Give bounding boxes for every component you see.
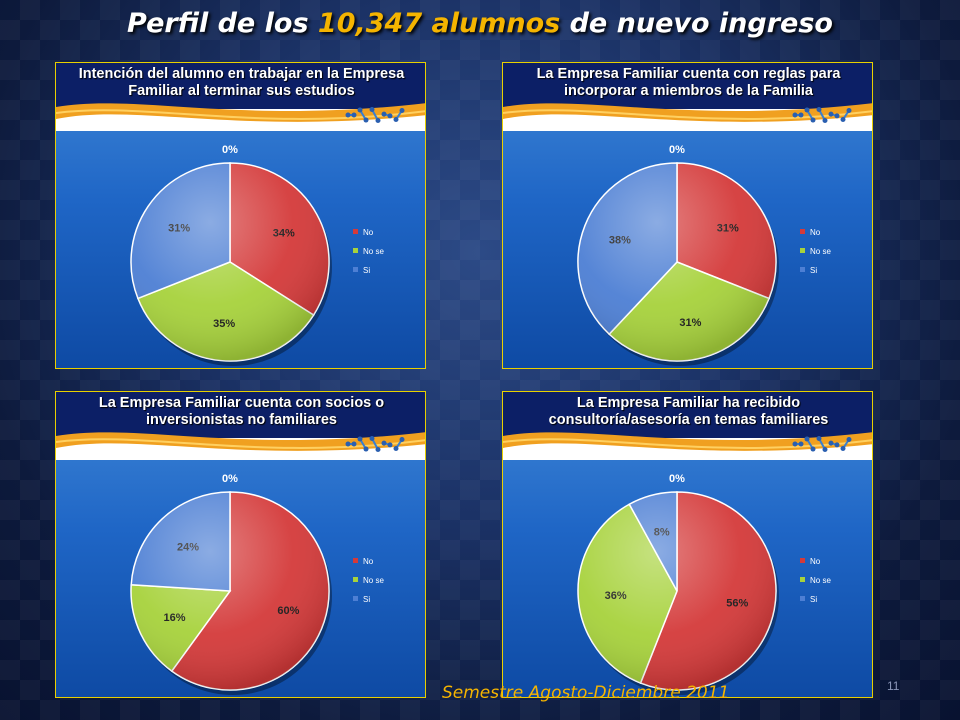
panel-header-band [56, 392, 425, 438]
footer-semester: Semestre Agosto-Diciembre 2011 [442, 683, 730, 703]
legend-swatch-no-se [800, 248, 805, 253]
legend-label-no-se: No se [363, 576, 384, 585]
pie-gloss [578, 492, 776, 690]
header-swoosh [56, 432, 425, 452]
header-swoosh [503, 432, 872, 452]
legend-label-no: No [810, 228, 821, 237]
pie-label-zero: 0% [669, 144, 685, 156]
legend-label-no-se: No se [363, 247, 384, 256]
page-title: Perfil de los 10,347 alumnos de nuevo in… [0, 8, 960, 39]
legend-swatch-no [353, 229, 358, 234]
chart-title: La Empresa Familiar ha recibido consulto… [548, 395, 829, 428]
header-swoosh [503, 103, 872, 123]
panel-header-band [503, 63, 872, 109]
chart-title: La Empresa Familiar cuenta con reglas pa… [536, 66, 841, 99]
chart-title: Intención del alumno en trabajar en la E… [78, 66, 405, 99]
pie-gloss [578, 163, 776, 361]
panel-header: La Empresa Familiar cuenta con reglas pa… [503, 63, 872, 131]
legend-label-no: No [810, 557, 821, 566]
legend-swatch-no-se [353, 577, 358, 582]
legend-label-si: Si [363, 266, 370, 275]
panel-header-band [56, 63, 425, 109]
legend-swatch-si [353, 267, 358, 272]
legend-label-si: Si [810, 266, 817, 275]
page-title-prefix: Perfil de los [127, 8, 318, 39]
chart-panel-4: La Empresa Familiar ha recibido consulto… [502, 391, 873, 698]
chart-legend: No No se Si [800, 228, 831, 275]
panel-header: La Empresa Familiar cuenta con socios o … [56, 392, 425, 460]
legend-swatch-no [800, 558, 805, 563]
dna-decoration-icon [345, 107, 405, 123]
chart-legend: No No se Si [353, 228, 384, 275]
dna-decoration-icon [792, 436, 852, 452]
legend-label-no: No [363, 557, 374, 566]
page-title-suffix: de nuevo ingreso [560, 8, 833, 39]
page-number: 11 [887, 679, 900, 693]
page-title-highlight: 10,347 alumnos [317, 8, 561, 39]
pie-gloss [131, 492, 329, 690]
dna-decoration-icon [345, 436, 405, 452]
chart-legend: No No se Si [353, 557, 384, 604]
legend-label-no-se: No se [810, 576, 831, 585]
chart-panel-1: Intención del alumno en trabajar en la E… [55, 62, 426, 369]
dna-decoration-icon [792, 107, 852, 123]
pie-label-zero: 0% [222, 473, 238, 485]
header-swoosh [56, 103, 425, 123]
legend-swatch-si [800, 596, 805, 601]
chart-legend: No No se Si [800, 557, 831, 604]
legend-label-no-se: No se [810, 247, 831, 256]
chart-panel-2: La Empresa Familiar cuenta con reglas pa… [502, 62, 873, 369]
panel-header-band [503, 392, 872, 438]
pie-label-zero: 0% [222, 144, 238, 156]
panel-header: Intención del alumno en trabajar en la E… [56, 63, 425, 131]
chart-title: La Empresa Familiar cuenta con socios o … [98, 395, 385, 428]
legend-swatch-no [800, 229, 805, 234]
legend-label-no: No [363, 228, 374, 237]
pie-label-zero: 0% [669, 473, 685, 485]
legend-label-si: Si [363, 595, 370, 604]
legend-label-si: Si [810, 595, 817, 604]
legend-swatch-si [800, 267, 805, 272]
legend-swatch-si [353, 596, 358, 601]
legend-swatch-no [353, 558, 358, 563]
panel-header: La Empresa Familiar ha recibido consulto… [503, 392, 872, 460]
pie-gloss [131, 163, 329, 361]
chart-panel-3: La Empresa Familiar cuenta con socios o … [55, 391, 426, 698]
legend-swatch-no-se [800, 577, 805, 582]
legend-swatch-no-se [353, 248, 358, 253]
